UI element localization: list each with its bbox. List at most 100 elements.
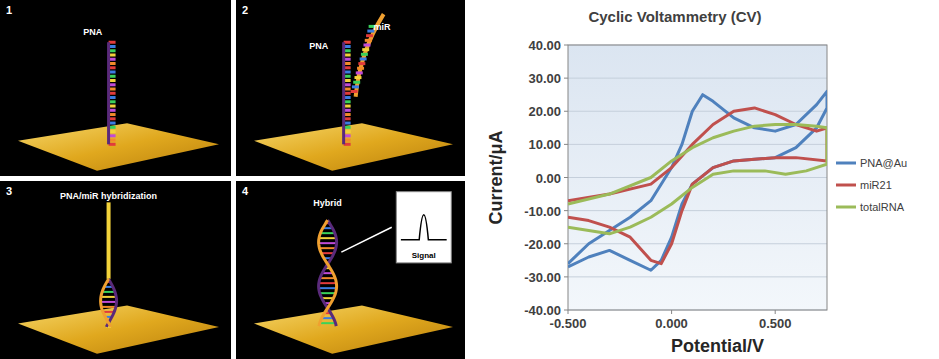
panel-label: PNA	[83, 27, 103, 37]
panel-number: 1	[6, 4, 12, 16]
gold-electrode	[18, 306, 219, 354]
base-pair	[101, 306, 116, 308]
panel-background	[0, 0, 231, 176]
tick-mark	[671, 310, 672, 314]
base-pair	[320, 292, 336, 294]
pna-strand	[342, 42, 345, 144]
base	[353, 81, 360, 84]
legend-label: totalRNA	[860, 201, 905, 213]
base-pair	[102, 291, 115, 293]
grid-line	[568, 177, 827, 178]
base-pair	[319, 287, 337, 289]
tick-mark	[564, 78, 568, 79]
series-line	[568, 91, 827, 270]
gold-electrode	[254, 306, 453, 354]
gold-electrode	[254, 123, 453, 171]
base-pair	[101, 301, 117, 303]
panel: 4 Hybrid Signal	[236, 181, 465, 359]
x-axis-title: Potential/V	[671, 336, 764, 356]
base-pair	[319, 242, 337, 244]
base-pair	[101, 296, 116, 298]
base-pair	[319, 282, 337, 284]
base	[361, 53, 368, 56]
tick-mark	[564, 210, 568, 211]
gold-electrode	[18, 123, 219, 171]
base	[354, 76, 361, 79]
panel-label: miR	[373, 22, 391, 32]
base-pair	[320, 322, 336, 324]
panel-label: PNA/miR hybridization	[60, 191, 157, 201]
tick-mark	[564, 243, 568, 244]
base-pair	[319, 237, 336, 239]
tick-label: 0.000	[655, 316, 688, 331]
tick-label: 0.500	[759, 316, 792, 331]
tick-label: 20.00	[528, 104, 561, 119]
tick-label: 30.00	[528, 71, 561, 86]
base	[358, 62, 365, 65]
legend-swatch	[836, 162, 856, 165]
panel: 3 PNA/miR hybridization	[0, 181, 231, 359]
series-group	[568, 91, 827, 270]
tick-mark	[564, 276, 568, 277]
base	[360, 57, 367, 60]
helix-strand	[319, 220, 337, 326]
panel-number: 3	[6, 185, 12, 197]
base	[365, 39, 372, 42]
plot-frame	[568, 45, 827, 310]
series-line	[568, 125, 827, 234]
tick-mark	[775, 310, 776, 314]
base	[351, 90, 358, 93]
legend: PNA@Au miR21 totalRNA	[836, 157, 907, 213]
tick-label: -0.500	[550, 316, 587, 331]
arrow	[341, 227, 391, 252]
panel-background	[0, 181, 231, 359]
chart: Cyclic Voltammetry (CV) 40.00 30.00 20.00 10…	[486, 8, 907, 356]
figure: 1 PNA 2 PNA miR 3 PNA/miR hybridization 4 Hybrid…	[0, 0, 939, 359]
tick-mark	[564, 144, 568, 145]
grid-line	[568, 111, 827, 112]
panel-number: 4	[242, 185, 249, 197]
base	[357, 67, 364, 70]
series-line	[568, 108, 827, 264]
panel-background	[236, 0, 465, 176]
tick-mark	[568, 310, 569, 314]
grid-line	[568, 276, 827, 277]
chart-title: Cyclic Voltammetry (CV)	[588, 8, 761, 25]
base-pair	[319, 247, 335, 249]
tick-label: 0.00	[536, 171, 561, 186]
grid-line	[568, 210, 827, 211]
base	[363, 44, 370, 47]
tick-label: -10.00	[524, 204, 561, 219]
signal-peak	[401, 215, 447, 240]
panel: 2 PNA miR	[236, 0, 465, 176]
helix-strand	[319, 220, 337, 326]
base-pair	[320, 232, 334, 234]
base	[362, 48, 369, 51]
y-axis-title: Current/μA	[486, 130, 506, 224]
base-pair	[320, 277, 335, 279]
tick-label: 40.00	[528, 38, 561, 53]
base	[366, 34, 373, 37]
panel: 1 PNA	[0, 0, 231, 176]
tick-label: -20.00	[524, 237, 561, 252]
pna-strand	[107, 42, 110, 144]
panel-background	[236, 181, 465, 359]
signal-box	[396, 192, 451, 263]
tick-label: -30.00	[524, 270, 561, 285]
panel-label: PNA	[309, 41, 329, 51]
base	[352, 85, 359, 88]
panel-label: Hybrid	[313, 198, 342, 208]
legend-label: miR21	[860, 179, 892, 191]
tick-label: 10.00	[528, 137, 561, 152]
legend-label: PNA@Au	[860, 157, 907, 169]
panel-label: Signal	[412, 251, 436, 260]
legend-swatch	[836, 184, 856, 187]
mir-strand	[107, 202, 111, 279]
panel-number: 2	[242, 4, 248, 16]
base	[356, 71, 363, 74]
grid-line	[568, 243, 827, 244]
plot-area	[568, 45, 827, 310]
legend-swatch	[836, 206, 856, 209]
grid-line	[568, 78, 827, 79]
helix-strand	[101, 279, 111, 327]
